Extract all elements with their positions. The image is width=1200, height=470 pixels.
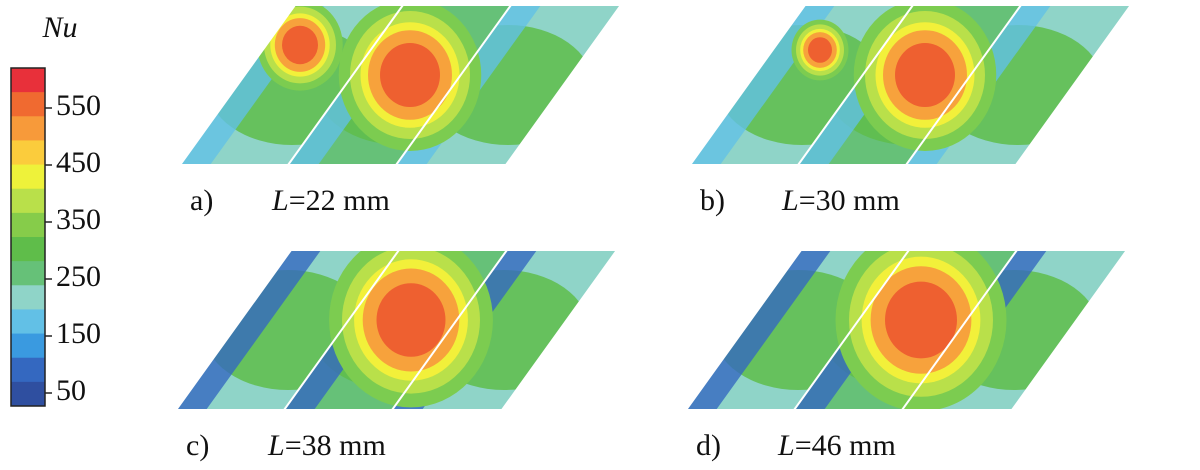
panel-caption: L=30 mm <box>781 184 900 217</box>
caption-value: =22 mm <box>289 184 390 217</box>
contour <box>376 283 446 357</box>
colorbar-label: 550 <box>56 89 101 122</box>
colorbar-band <box>11 164 45 190</box>
contour <box>282 25 318 65</box>
colorbar-label: 450 <box>56 146 101 179</box>
colorbar-band <box>11 261 45 286</box>
caption-variable: L <box>271 184 289 217</box>
colorbar-label: 350 <box>56 203 101 236</box>
colorbar-band <box>11 285 45 310</box>
colorbar-band <box>11 309 45 335</box>
strip-outline <box>390 249 619 411</box>
colorbar-frame <box>10 67 46 407</box>
colorbar-label: 150 <box>56 317 101 350</box>
colorbar-label: 50 <box>56 374 86 407</box>
caption-variable: L <box>781 184 799 217</box>
panel-label: c) <box>186 429 209 462</box>
contour <box>380 43 440 107</box>
legend-title: Nu <box>41 11 77 44</box>
caption-variable: L <box>777 429 795 462</box>
edge-band <box>176 250 321 410</box>
colorbar-band <box>11 188 45 214</box>
edge-band <box>686 250 831 410</box>
colorbar-label: 250 <box>56 260 101 293</box>
caption-variable: L <box>267 429 285 462</box>
colorbar-band <box>11 68 45 93</box>
panels: a) L=22 mm b) L=30 mmc) L=38 mm d) L=46 mm <box>174 4 1133 462</box>
panel-label: b) <box>700 184 725 217</box>
colorbar-band <box>11 140 45 166</box>
colorbar-band <box>11 333 45 359</box>
colorbar-band <box>11 237 45 262</box>
caption-value: =38 mm <box>285 429 386 462</box>
contour-panel <box>174 249 619 411</box>
colorbar-band <box>11 357 45 383</box>
panel-caption: L=38 mm <box>267 429 386 462</box>
contour <box>895 43 955 107</box>
panel-label: d) <box>696 429 721 462</box>
caption-value: =46 mm <box>795 429 896 462</box>
colorbar-band <box>11 381 45 407</box>
contour-panel <box>684 249 1129 411</box>
contour-panel <box>178 4 623 166</box>
strip-outline <box>904 4 1133 166</box>
contour-panel <box>688 4 1133 166</box>
colorbar: 550 450 350 250 150 50 <box>10 67 101 407</box>
strip-outline <box>900 249 1129 411</box>
caption-value: =30 mm <box>799 184 900 217</box>
strip-outline <box>394 4 623 166</box>
colorbar-band <box>11 212 45 238</box>
contour <box>808 37 832 63</box>
contour <box>885 281 957 359</box>
colorbar-band <box>11 116 45 141</box>
colorbar-band <box>11 92 45 117</box>
panel-label: a) <box>190 184 213 217</box>
panel-caption: L=46 mm <box>777 429 896 462</box>
panel-caption: L=22 mm <box>271 184 390 217</box>
